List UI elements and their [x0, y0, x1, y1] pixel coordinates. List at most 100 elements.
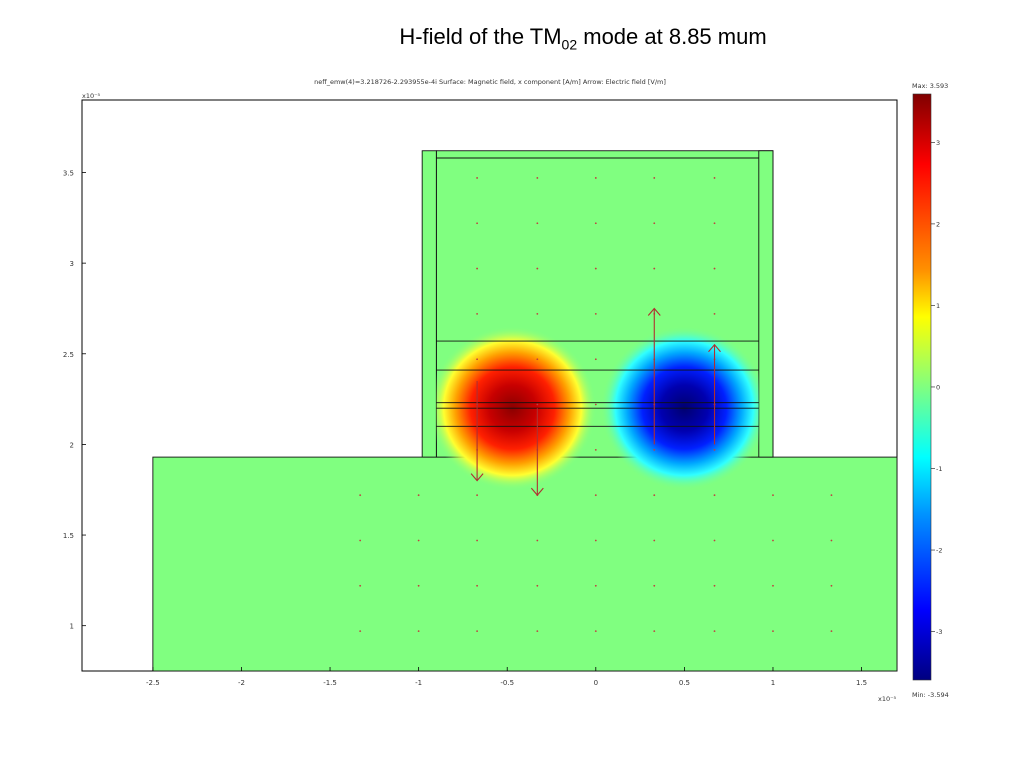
arrow-grid-dot [476, 539, 478, 542]
colorbar-tick-label: 1 [936, 302, 940, 310]
y-exponent-label: x10⁻⁵ [82, 92, 101, 100]
arrow-grid-dot [713, 584, 716, 587]
arrow-grid-dot [772, 539, 774, 542]
colorbar-ticks: 3 2 1 0 -1 -2 -3 [931, 139, 942, 636]
y-tick-label: 1 [70, 623, 74, 631]
arrow-grid-dot [830, 584, 833, 587]
arrow-grid-dot [536, 222, 539, 225]
substrate-region [152, 456, 898, 672]
arrow-grid-dot [653, 630, 656, 633]
arrow-grid-dot [476, 358, 478, 361]
y-tick-label: 3 [70, 260, 74, 268]
arrow-grid-dot [359, 539, 362, 542]
slide-title: H-field of the TM02 mode at 8.85 mum [0, 24, 1024, 52]
arrow-grid-dot [594, 584, 597, 587]
colorbar-max-label: Max: 3.593 [912, 82, 948, 90]
x-axis-ticks: -2.5 -2 -1.5 -1 -0.5 0 0.5 1 1.5 [146, 667, 867, 687]
arrow-grid-dot [359, 584, 362, 587]
y-tick-label: 1.5 [63, 532, 74, 540]
arrow-grid-dot [536, 584, 539, 587]
arrow-grid-dot [476, 494, 478, 497]
arrow-grid-dot [713, 222, 716, 225]
arrow-grid-dot [594, 222, 597, 225]
arrow-grid-dot [536, 312, 539, 315]
colorbar-tick-label: -3 [936, 628, 942, 636]
arrow-grid-dot [594, 448, 597, 451]
x-tick-label: -2.5 [146, 679, 160, 687]
arrow-grid-dot [536, 177, 539, 179]
arrow-grid-dot [476, 312, 478, 315]
colorbar-tick-label: 3 [936, 139, 940, 147]
arrow-grid-dot [417, 539, 420, 542]
field-arrow-head [470, 473, 484, 482]
arrow-grid-dot [476, 584, 478, 587]
arrow-grid-dot [476, 267, 478, 270]
arrow-grid-dot [772, 494, 774, 497]
colorbar-gradient-bar [912, 93, 932, 681]
electric-field-arrows [470, 307, 721, 497]
colorbar-min-label: Min: -3.594 [912, 691, 949, 699]
title-subscript: 02 [561, 36, 578, 53]
field-arrow-head [708, 343, 721, 353]
arrow-grid-dot [713, 448, 716, 451]
x-tick-label: -0.5 [500, 679, 514, 687]
arrow-grid-dot [476, 630, 478, 633]
arrow-grid-dot [830, 539, 833, 542]
title-main: H-field of the TM [399, 24, 562, 49]
arrow-grid-dot [594, 358, 597, 361]
x-tick-label: 0.5 [679, 679, 690, 687]
arrow-grid-dot [713, 539, 716, 542]
x-tick-label: -1 [415, 679, 422, 687]
arrow-grid-dot [713, 630, 716, 633]
arrow-grid-dot [359, 630, 362, 633]
arrow-grid-dot [772, 584, 774, 587]
colorbar: Max: 3.593 Min: -3.594 3 2 1 0 -1 -2 -3 [912, 82, 949, 699]
x-exponent-label: x10⁻⁵ [878, 695, 897, 703]
arrow-grid-dot [594, 494, 597, 497]
arrow-grid-dot [417, 584, 420, 587]
arrow-grid-dot [653, 539, 656, 542]
plot-header: neff_emw(4)=3.218726-2.293955e-4i Surfac… [314, 78, 666, 86]
arrow-grid-dot [359, 494, 362, 497]
arrow-grid-dot [594, 177, 597, 179]
y-tick-label: 2 [70, 441, 74, 449]
x-tick-label: -1.5 [323, 679, 337, 687]
arrow-grid-dot [713, 267, 716, 270]
arrow-grid-dot [713, 312, 716, 315]
arrow-grid-dot [830, 494, 833, 497]
y-tick-label: 3.5 [63, 170, 74, 178]
x-tick-label: 0 [594, 679, 598, 687]
arrow-grid-dot [536, 403, 539, 406]
arrow-grid-dot [653, 222, 656, 225]
arrow-grid-dot [594, 539, 597, 542]
arrow-grid-dot [713, 177, 716, 179]
colorbar-tick-label: 2 [936, 220, 940, 228]
arrow-grid-dot [594, 403, 597, 406]
y-tick-label: 2.5 [63, 351, 74, 359]
layer-lines [436, 157, 759, 427]
arrow-grid-dot [417, 630, 420, 633]
arrow-grid-dot [417, 494, 420, 497]
arrow-grid-dot [536, 358, 539, 361]
arrow-grid-dot [653, 177, 656, 179]
right-sidewall [758, 150, 774, 458]
arrow-grid-dot [653, 494, 656, 497]
y-axis-ticks: 1 1.5 2 2.5 3 3.5 [63, 170, 86, 631]
colorbar-tick-label: 0 [936, 383, 940, 391]
x-tick-label: 1.5 [856, 679, 867, 687]
field-arrow-head [647, 307, 661, 316]
left-sidewall [421, 150, 437, 458]
arrow-grid-dot [594, 312, 597, 315]
x-tick-label: 1 [771, 679, 775, 687]
arrow-grid-dot [772, 630, 774, 633]
arrow-grid-dot [830, 630, 833, 633]
arrow-grid-dot [536, 630, 539, 633]
arrow-grid-dot [536, 267, 539, 270]
arrow-grid-dot [653, 584, 656, 587]
arrow-grid-dot [653, 267, 656, 270]
arrow-grid-dot [594, 630, 597, 633]
arrow-grid-dot [713, 494, 716, 497]
arrow-grid-dot [476, 222, 478, 225]
colorbar-tick-label: -2 [936, 547, 942, 555]
